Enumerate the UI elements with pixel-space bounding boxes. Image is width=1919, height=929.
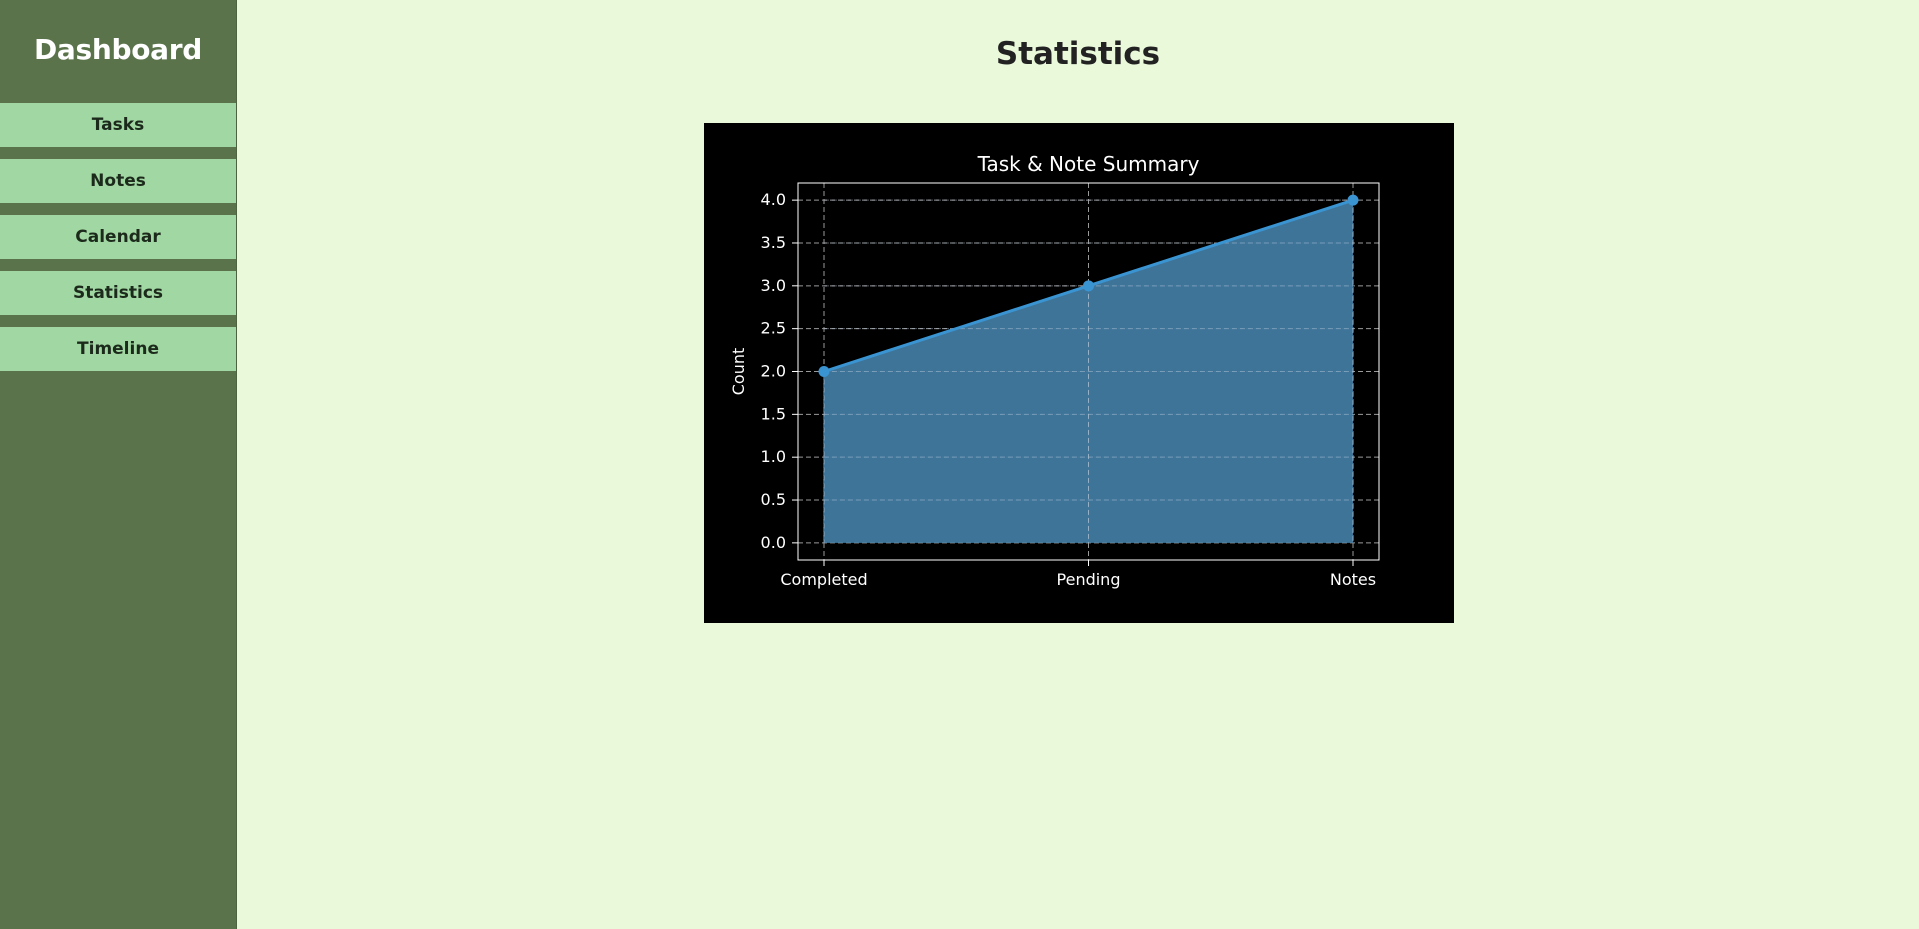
x-tick-label-1: Pending [1057,570,1121,589]
page-title: Statistics [995,36,1161,72]
sidebar-item-timeline[interactable]: Timeline [0,327,236,371]
chart-series [818,194,1359,543]
x-tick-label-2: Notes [1330,570,1376,589]
y-tick-label-6: 3.0 [761,276,786,295]
y-tick-label-7: 3.5 [761,233,786,252]
y-tick-label-4: 2.0 [761,362,786,381]
series-area-fill [824,200,1353,543]
data-point-1 [1083,280,1094,292]
sidebar-title: Dashboard [33,33,203,66]
sidebar-item-calendar[interactable]: Calendar [0,215,236,259]
y-tick-label-0: 0.0 [761,533,786,552]
sidebar-nav: Tasks Notes Calendar Statistics Timeline [0,103,236,383]
y-tick-label-3: 1.5 [761,404,786,423]
sidebar-item-statistics[interactable]: Statistics [0,271,236,315]
sidebar: Dashboard Tasks Notes Calendar Statistic… [0,0,237,929]
y-tick-label-2: 1.0 [761,447,786,466]
sidebar-item-tasks[interactable]: Tasks [0,103,236,147]
y-tick-label-8: 4.0 [761,190,786,209]
chart-container: 0.0 0.5 1.0 1.5 2.0 2.5 3.0 3.5 4.0 Completed Pend… [704,123,1454,623]
x-tick-label-0: Completed [780,570,867,589]
summary-chart: 0.0 0.5 1.0 1.5 2.0 2.5 3.0 3.5 4.0 Completed Pend… [704,123,1454,623]
y-tick-label-5: 2.5 [761,319,786,338]
chart-y-axis-label: Count [729,348,748,396]
data-point-0 [818,366,830,377]
chart-axes: 0.0 0.5 1.0 1.5 2.0 2.5 3.0 3.5 4.0 Completed Pend… [761,190,1377,589]
data-point-2 [1347,194,1359,206]
y-tick-label-1: 0.5 [761,490,786,509]
main-content: Statistics 0.0 0.5 1.0 1.5 2.0 2.5 3.0 3.5 4.0 Co… [237,0,1919,929]
chart-title: Task & Note Summary [977,152,1200,176]
sidebar-item-notes[interactable]: Notes [0,159,236,203]
